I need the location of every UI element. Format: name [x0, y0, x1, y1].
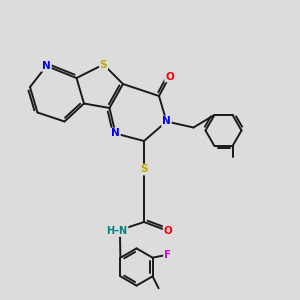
Text: S: S	[100, 59, 107, 70]
Text: N: N	[42, 61, 51, 71]
Text: H–N: H–N	[106, 226, 128, 236]
Text: O: O	[165, 71, 174, 82]
Text: N: N	[162, 116, 171, 127]
Text: O: O	[164, 226, 172, 236]
Text: F: F	[164, 250, 171, 260]
Text: N: N	[111, 128, 120, 139]
Text: S: S	[140, 164, 148, 175]
